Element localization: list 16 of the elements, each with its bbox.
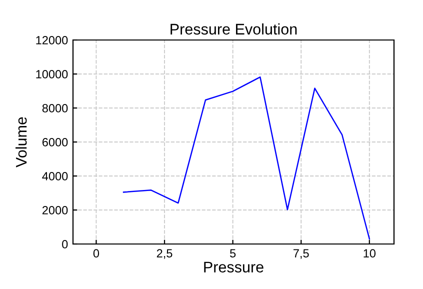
y-tick-label: 8000	[42, 104, 68, 112]
x-tick-label: 5	[230, 249, 236, 258]
x-axis-title: Pressure	[204, 262, 264, 272]
x-tick-label: 0	[93, 249, 100, 258]
x-tick-label: 10	[364, 249, 376, 258]
y-tick-label: 0	[62, 240, 68, 248]
x-tick-label: 7,5	[294, 249, 309, 259]
x-tick-label: 2,5	[156, 249, 172, 259]
y-tick-label: 4000	[42, 172, 68, 180]
y-tick-label: 10000	[36, 70, 68, 78]
line-series	[122, 76, 370, 240]
y-tick-label: 6000	[42, 138, 68, 146]
y-axis-title: Volume	[16, 117, 27, 168]
y-tick-label: 2000	[42, 206, 68, 214]
chart-title: Pressure Evolution	[170, 23, 297, 35]
y-tick-label: 12000	[36, 36, 68, 44]
